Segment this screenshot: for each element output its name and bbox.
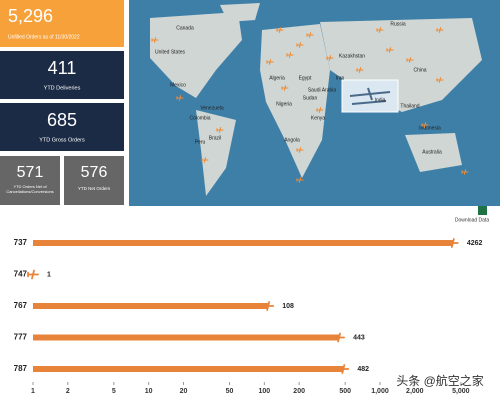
kpi-label: YTD Gross Orders xyxy=(39,137,85,143)
kpi-label-box: YTD Orders Net of Cancellations/Conversi… xyxy=(6,184,54,194)
x-tick-label: 2,000 xyxy=(406,388,424,395)
kpi-card xyxy=(0,156,60,205)
kpi-label: YTD Net Orders xyxy=(78,186,111,191)
download-link[interactable]: Download Data xyxy=(455,217,489,223)
map-label: Brazil xyxy=(209,135,222,141)
plane-icon xyxy=(446,238,459,248)
map-label: Mexico xyxy=(170,82,186,88)
x-tick-label: 500 xyxy=(339,388,351,395)
x-tick-label: 50 xyxy=(226,388,234,395)
y-tick-label: 777 xyxy=(14,333,28,342)
plane-icon xyxy=(27,269,39,280)
plane-icon xyxy=(296,177,304,183)
bar xyxy=(33,334,340,341)
map-label: Venezuela xyxy=(200,105,224,111)
value-label: 4262 xyxy=(467,240,483,247)
plane-icon xyxy=(216,127,224,133)
map-label: United States xyxy=(155,49,186,55)
map-label: Thailand xyxy=(400,103,419,109)
plane-icon xyxy=(276,27,284,33)
map-label: Angola xyxy=(284,137,300,143)
plane-icon xyxy=(376,27,384,33)
kpi-value: 685 xyxy=(47,110,77,130)
y-tick-label: 767 xyxy=(14,301,28,310)
plane-icon xyxy=(337,364,350,374)
value-label: 108 xyxy=(282,303,294,310)
x-tick-label: 1 xyxy=(31,388,35,395)
aircraft-photo-detail xyxy=(349,87,391,105)
bar xyxy=(33,303,269,309)
value-label: 1 xyxy=(47,271,51,278)
kpi-value: 411 xyxy=(48,58,77,78)
plane-icon xyxy=(386,47,394,53)
x-tick-label: 5,000 xyxy=(452,388,470,395)
plane-icon xyxy=(296,42,304,48)
map-label: Saudi Arabia xyxy=(308,87,337,93)
plane-icon xyxy=(296,147,304,153)
x-tick-label: 200 xyxy=(293,388,305,395)
y-tick-label: 747 xyxy=(14,270,28,279)
plane-icon xyxy=(151,37,159,43)
map-label: Colombia xyxy=(189,115,210,121)
map-label: Algeria xyxy=(269,75,285,81)
x-tick-label: 1,000 xyxy=(371,388,389,395)
bar xyxy=(33,240,453,246)
x-tick-label: 20 xyxy=(180,388,188,395)
map-label: Sudan xyxy=(303,95,318,101)
kpi-label: YTD Deliveries xyxy=(44,85,81,91)
plane-icon xyxy=(436,77,444,83)
x-tick-label: 10 xyxy=(145,388,153,395)
kpi-card xyxy=(0,0,124,47)
excel-icon[interactable] xyxy=(478,206,487,215)
map-label: Russia xyxy=(390,21,406,27)
kpi-card xyxy=(0,103,124,151)
kpi-label: Unfilled Orders as of 11/30/2022 xyxy=(8,34,80,40)
kpi-value: 5,296 xyxy=(8,6,53,26)
map-label: Indonesia xyxy=(419,125,441,131)
plane-icon xyxy=(266,59,274,65)
kpi-card xyxy=(0,51,124,99)
bar xyxy=(33,366,344,372)
map-label: Egypt xyxy=(299,75,312,81)
plane-icon xyxy=(326,55,334,61)
map-label: Australia xyxy=(422,149,442,155)
plane-icon xyxy=(436,27,444,33)
plane-icon xyxy=(201,157,209,163)
plane-icon xyxy=(333,332,345,343)
map-label: Iran xyxy=(336,75,345,81)
value-label: 443 xyxy=(353,334,365,341)
plane-icon xyxy=(316,107,324,113)
map-label: Nigeria xyxy=(276,101,292,107)
plane-icon xyxy=(262,301,275,311)
x-tick-label: 100 xyxy=(258,388,270,395)
x-tick-label: 5 xyxy=(112,388,116,395)
kpi-label: YTD Orders Net of Cancellations/Conversi… xyxy=(6,184,54,194)
kpi-card xyxy=(64,156,124,205)
kpi-value: 571 xyxy=(17,164,44,181)
kpi-value: 576 xyxy=(81,164,108,181)
value-label: 482 xyxy=(357,366,369,373)
plane-icon xyxy=(281,85,289,91)
plane-icon xyxy=(176,95,184,101)
map-overlay: Canada United States Mexico Venezuela Colomb… xyxy=(151,21,469,183)
plane-icon xyxy=(421,122,429,128)
map-label: Canada xyxy=(176,25,194,31)
map-label: Peru xyxy=(195,139,206,145)
map-label: China xyxy=(413,67,426,73)
plane-icon xyxy=(306,32,314,38)
map-label: India xyxy=(375,97,386,103)
y-tick-label: 737 xyxy=(14,238,28,247)
bar-chart: 1 2 5 10 20 50 100 200 500 1,000 2,000 5,000 737 4262… xyxy=(14,238,483,395)
map-label: Kenya xyxy=(311,115,325,121)
plane-icon xyxy=(406,57,414,63)
y-tick-label: 787 xyxy=(14,364,28,373)
map-label: Kazakhstan xyxy=(339,53,365,59)
plane-icon xyxy=(461,169,469,175)
plane-icon xyxy=(286,52,294,58)
watermark: 头条 @航空之家 xyxy=(396,373,484,388)
x-tick-label: 2 xyxy=(66,388,70,395)
plane-icon xyxy=(356,67,364,73)
